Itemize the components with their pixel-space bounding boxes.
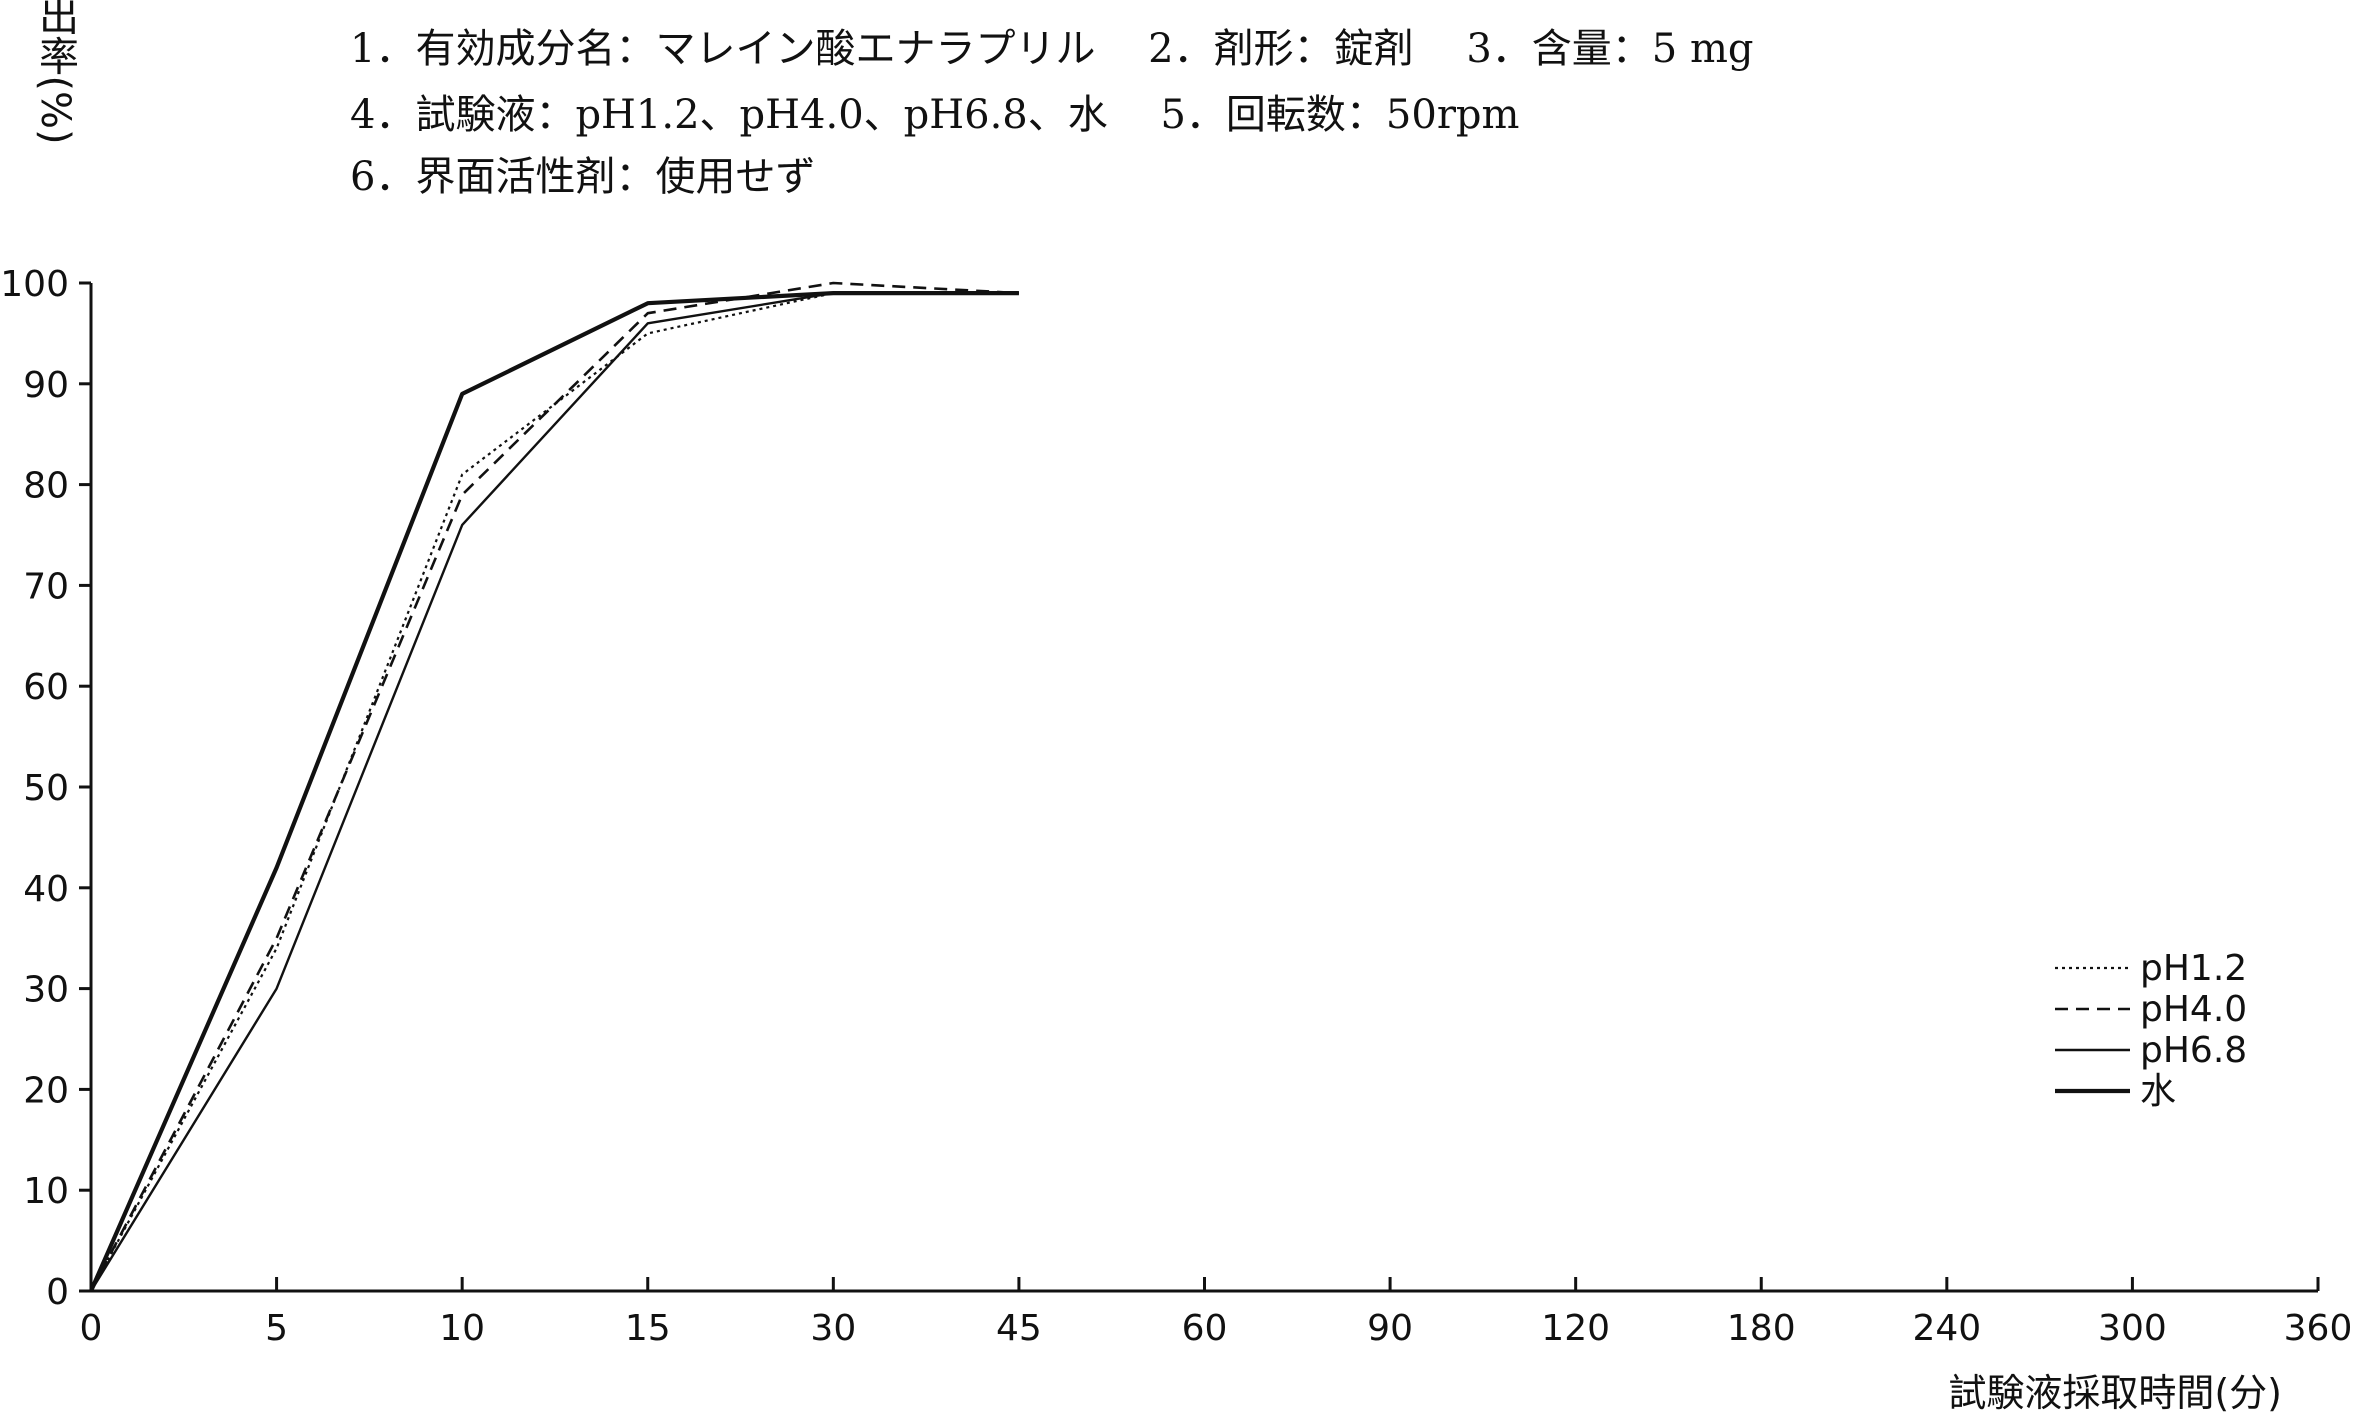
series-line-水 [89, 291, 1019, 1292]
x-tick-label: 300 [2098, 1308, 2167, 1349]
x-tick-label: 180 [1727, 1308, 1796, 1349]
x-tick-label: 15 [625, 1308, 671, 1349]
axes: 0 10 20 30 40 50 60 70 80 90 100 0 5 10 15 30 45 60 90 120 1… [0, 264, 2352, 1349]
series-line-pH6.8 [89, 291, 1019, 1292]
x-tick-label: 90 [1367, 1308, 1413, 1349]
legend-label-pH6.8: pH6.8 [2140, 1030, 2247, 1071]
header-line-1: 1．有効成分名：マレイン酸エナラプリル 2．剤形：錠剤 3．含量：5 mg [350, 26, 1753, 72]
legend-label-pH4.0: pH4.0 [2140, 989, 2247, 1030]
y-tick-label: 10 [23, 1171, 69, 1212]
y-tick-label: 0 [46, 1272, 69, 1313]
x-tick-label: 10 [439, 1308, 485, 1349]
x-tick-label: 30 [810, 1308, 856, 1349]
x-tick-label: 0 [80, 1308, 103, 1349]
legend-label-pH1.2: pH1.2 [2140, 948, 2247, 989]
series-line-pH1.2 [90, 292, 1019, 1292]
x-tick-label: 360 [2284, 1308, 2353, 1349]
x-tick-label: 240 [1912, 1308, 1981, 1349]
legend-label-水: 水 [2140, 1071, 2176, 1112]
y-tick-label: 40 [23, 869, 69, 910]
x-tick-label: 120 [1541, 1308, 1610, 1349]
y-axis-label: 溶出率(%) [32, 0, 78, 145]
chart-header: 1．有効成分名：マレイン酸エナラプリル 2．剤形：錠剤 3．含量：5 mg 4．… [350, 26, 1753, 200]
y-tick-label: 90 [23, 365, 69, 406]
y-tick-label: 60 [23, 667, 69, 708]
y-tick-label: 30 [23, 970, 69, 1011]
header-line-2: 4．試験液：pH1.2、pH4.0、pH6.8、水 5．回転数：50rpm [350, 92, 1519, 138]
y-tick-label: 70 [23, 566, 69, 607]
x-axis-label: 試験液採取時間(分) [1948, 1371, 2282, 1415]
series-line-pH4.0 [89, 281, 1019, 1292]
y-tick-label: 80 [23, 466, 69, 507]
x-tick-label: 45 [996, 1308, 1042, 1349]
x-tick-label: 5 [265, 1308, 288, 1349]
y-tick-label: 50 [23, 768, 69, 809]
series-lines [89, 281, 1019, 1292]
header-line-3: 6．界面活性剤：使用せず [350, 154, 815, 200]
y-tick-label: 100 [0, 264, 69, 305]
x-tick-label: 60 [1182, 1308, 1228, 1349]
y-tick-label: 20 [23, 1070, 69, 1111]
